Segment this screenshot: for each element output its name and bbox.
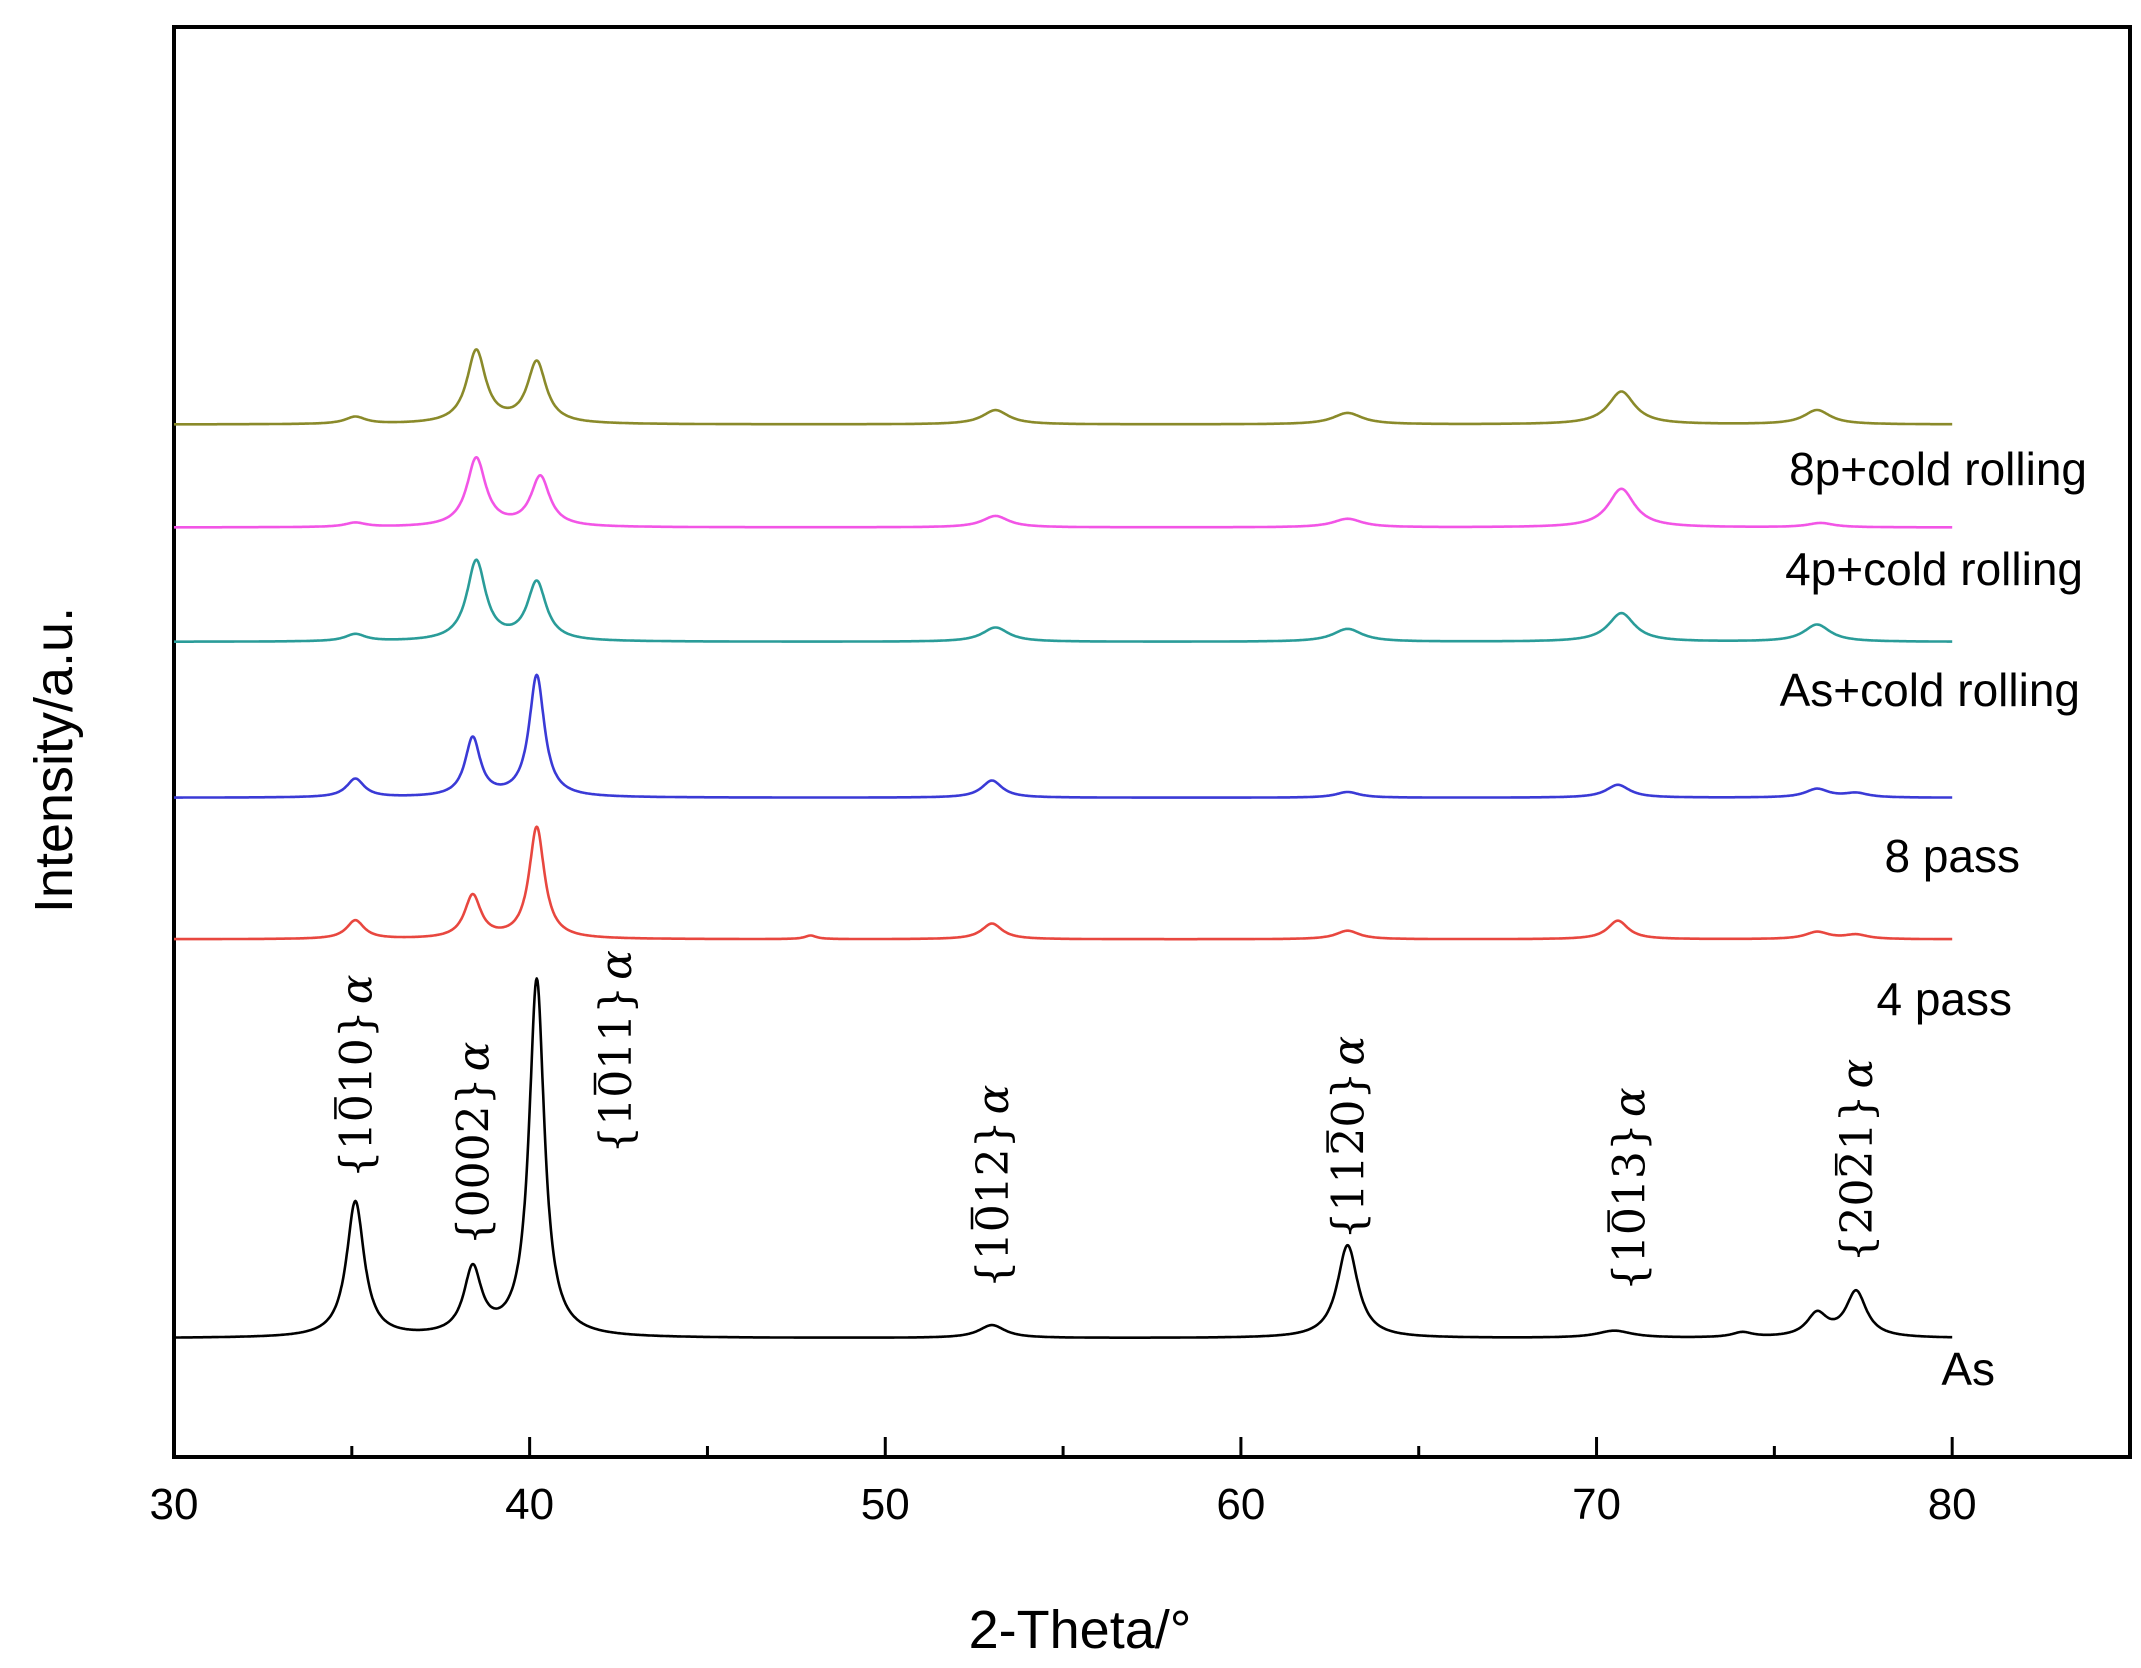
- series-label-as-cold-rolling: As+cold rolling: [1780, 664, 2080, 716]
- series-label-8p-cold-rolling: 8p+cold rolling: [1789, 443, 2087, 495]
- x-axis-title: 2-Theta/°: [969, 1600, 1192, 1660]
- series-line-as-cold-rolling: [173, 558, 1953, 643]
- series-label-8-pass: 8 pass: [1884, 830, 2020, 882]
- peak-label-text-1: {1010}α: [331, 975, 382, 1179]
- y-axis-title: Intensity/a.u.: [24, 607, 84, 913]
- x-tick-label-40: 40: [505, 1480, 554, 1529]
- series-line-4p-cold-rolling: [173, 456, 1953, 529]
- peak-label-text-5: {1120}α: [1324, 1036, 1375, 1240]
- x-tick-label-30: 30: [150, 1480, 199, 1529]
- peak-label-text-2: {0002}α: [449, 1042, 500, 1246]
- peak-label-3: {1011}α: [591, 950, 642, 1154]
- x-tick-label-80: 80: [1928, 1480, 1977, 1529]
- peak-label-text-4: {1012}α: [968, 1085, 1019, 1289]
- peak-label-5: {1120}α: [1324, 1036, 1375, 1240]
- peak-label-4: {1012}α: [968, 1085, 1019, 1289]
- x-tick-label-70: 70: [1572, 1480, 1621, 1529]
- peak-label-7: {2021}α: [1832, 1059, 1883, 1263]
- series-line-4-pass: [173, 825, 1953, 941]
- peak-label-text-6: {1013}α: [1605, 1087, 1656, 1291]
- plot-frame: [172, 25, 2132, 1459]
- peak-label-text-7: {2021}α: [1832, 1059, 1883, 1263]
- peak-label-text-3: {1011}α: [591, 950, 642, 1154]
- peak-label-6: {1013}α: [1605, 1087, 1656, 1291]
- x-axis-ticks: 30 40 50 60 70 80: [150, 1437, 2132, 1529]
- series-label-as: As: [1941, 1343, 1995, 1395]
- series-lines: [173, 348, 1953, 1339]
- peak-annotations: {1010}α {0002}α {1011}α {1012}α {1120}α {1013…: [331, 950, 1883, 1291]
- peak-label-1: {1010}α: [331, 975, 382, 1179]
- x-tick-label-50: 50: [861, 1480, 910, 1529]
- peak-label-2: {0002}α: [449, 1042, 500, 1246]
- series-line-8-pass: [173, 673, 1953, 799]
- x-tick-label-60: 60: [1216, 1480, 1265, 1529]
- series-label-4p-cold-rolling: 4p+cold rolling: [1785, 543, 2083, 595]
- series-line-8p-cold-rolling: [173, 348, 1953, 426]
- series-labels: As 4 pass 8 pass As+cold rolling 4p+cold rol…: [1780, 443, 2087, 1395]
- series-label-4-pass: 4 pass: [1876, 973, 2012, 1025]
- series-line-as: [173, 977, 1953, 1339]
